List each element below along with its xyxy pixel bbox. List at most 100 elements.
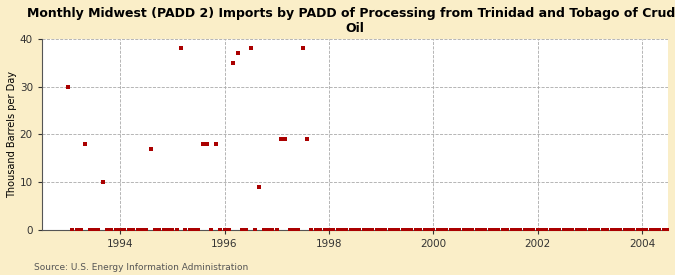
Point xyxy=(645,228,656,232)
Point xyxy=(171,228,182,232)
Point xyxy=(358,228,369,232)
Point xyxy=(389,228,400,232)
Point xyxy=(254,185,265,189)
Point xyxy=(663,228,674,232)
Point xyxy=(289,228,300,232)
Point xyxy=(124,228,134,232)
Point xyxy=(136,228,147,232)
Point xyxy=(532,228,543,232)
Point xyxy=(672,228,675,232)
Point xyxy=(428,228,439,232)
Point xyxy=(310,228,321,232)
Point xyxy=(328,228,339,232)
Point xyxy=(524,228,535,232)
Point xyxy=(141,228,152,232)
Point xyxy=(93,228,104,232)
Title: Monthly Midwest (PADD 2) Imports by PADD of Processing from Trinidad and Tobago : Monthly Midwest (PADD 2) Imports by PADD… xyxy=(26,7,675,35)
Point xyxy=(450,228,460,232)
Point xyxy=(88,228,99,232)
Point xyxy=(493,228,504,232)
Point xyxy=(441,228,452,232)
Point xyxy=(132,228,143,232)
Point xyxy=(354,228,364,232)
Point xyxy=(632,228,643,232)
Point xyxy=(619,228,630,232)
Point xyxy=(506,228,517,232)
Point xyxy=(497,228,508,232)
Point xyxy=(376,228,387,232)
Point xyxy=(80,142,90,146)
Point xyxy=(72,228,82,232)
Point xyxy=(236,228,247,232)
Point xyxy=(350,228,360,232)
Point xyxy=(637,228,647,232)
Point xyxy=(63,84,74,89)
Point xyxy=(615,228,626,232)
Point xyxy=(437,228,448,232)
Point xyxy=(202,142,213,146)
Point xyxy=(545,228,556,232)
Point xyxy=(259,228,269,232)
Point xyxy=(145,147,156,151)
Point xyxy=(293,228,304,232)
Point xyxy=(398,228,408,232)
Point xyxy=(658,228,669,232)
Point xyxy=(232,51,243,55)
Point xyxy=(128,228,138,232)
Point xyxy=(446,228,456,232)
Point xyxy=(227,60,238,65)
Point xyxy=(541,228,551,232)
Point xyxy=(250,228,261,232)
Point xyxy=(585,228,595,232)
Point xyxy=(589,228,599,232)
Point xyxy=(176,46,186,51)
Point xyxy=(480,228,491,232)
Point xyxy=(189,228,200,232)
Point xyxy=(384,228,395,232)
Point xyxy=(206,228,217,232)
Point xyxy=(485,228,495,232)
Point xyxy=(271,228,282,232)
Point xyxy=(597,228,608,232)
Point xyxy=(624,228,634,232)
Point xyxy=(245,46,256,51)
Point xyxy=(102,228,113,232)
Point xyxy=(467,228,478,232)
Point xyxy=(576,228,587,232)
Point xyxy=(371,228,382,232)
Point xyxy=(393,228,404,232)
Point xyxy=(610,228,621,232)
Point xyxy=(306,228,317,232)
Point xyxy=(302,137,313,141)
Y-axis label: Thousand Barrels per Day: Thousand Barrels per Day xyxy=(7,71,17,198)
Point xyxy=(580,228,591,232)
Point xyxy=(519,228,530,232)
Point xyxy=(406,228,417,232)
Point xyxy=(180,228,191,232)
Point xyxy=(423,228,434,232)
Point xyxy=(563,228,574,232)
Point xyxy=(654,228,665,232)
Point xyxy=(458,228,469,232)
Point xyxy=(567,228,578,232)
Point xyxy=(315,228,325,232)
Point xyxy=(84,228,95,232)
Point xyxy=(193,228,204,232)
Point xyxy=(275,137,286,141)
Point xyxy=(415,228,426,232)
Point xyxy=(223,228,234,232)
Point xyxy=(67,228,78,232)
Point xyxy=(215,228,225,232)
Point xyxy=(602,228,613,232)
Point xyxy=(219,228,230,232)
Point xyxy=(528,228,539,232)
Point xyxy=(362,228,373,232)
Point xyxy=(571,228,582,232)
Point xyxy=(432,228,443,232)
Point xyxy=(515,228,526,232)
Point xyxy=(298,46,308,51)
Text: Source: U.S. Energy Information Administration: Source: U.S. Energy Information Administ… xyxy=(34,263,248,272)
Point xyxy=(332,228,343,232)
Point xyxy=(510,228,521,232)
Point xyxy=(367,228,378,232)
